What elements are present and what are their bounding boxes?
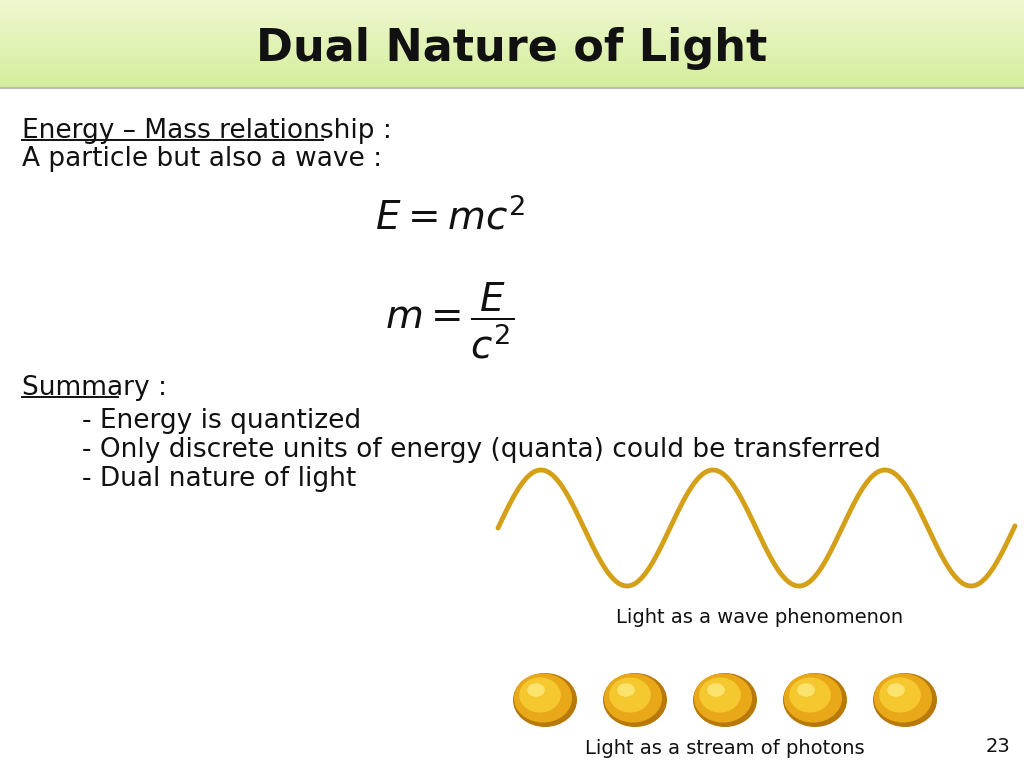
Polygon shape	[0, 13, 1024, 15]
Polygon shape	[0, 20, 1024, 21]
Polygon shape	[0, 43, 1024, 44]
Polygon shape	[0, 0, 1024, 1]
Polygon shape	[0, 5, 1024, 7]
Polygon shape	[0, 17, 1024, 18]
Ellipse shape	[514, 673, 572, 723]
Text: Dual Nature of Light: Dual Nature of Light	[256, 27, 768, 70]
Polygon shape	[0, 71, 1024, 73]
Polygon shape	[0, 77, 1024, 78]
Polygon shape	[0, 56, 1024, 58]
Ellipse shape	[693, 673, 757, 727]
Polygon shape	[0, 83, 1024, 84]
Polygon shape	[0, 22, 1024, 23]
Polygon shape	[0, 25, 1024, 26]
Polygon shape	[0, 15, 1024, 17]
Polygon shape	[0, 51, 1024, 53]
Text: Summary :: Summary :	[22, 375, 167, 401]
Polygon shape	[0, 10, 1024, 11]
Text: A particle but also a wave :: A particle but also a wave :	[22, 146, 382, 172]
Polygon shape	[0, 74, 1024, 75]
Polygon shape	[0, 26, 1024, 28]
Text: Light as a wave phenomenon: Light as a wave phenomenon	[616, 608, 903, 627]
Text: - Dual nature of light: - Dual nature of light	[82, 466, 356, 492]
Polygon shape	[0, 18, 1024, 20]
Polygon shape	[0, 58, 1024, 59]
Polygon shape	[0, 48, 1024, 50]
Polygon shape	[0, 35, 1024, 36]
Polygon shape	[0, 50, 1024, 51]
Polygon shape	[0, 84, 1024, 86]
Polygon shape	[0, 69, 1024, 71]
Polygon shape	[0, 33, 1024, 34]
Polygon shape	[0, 7, 1024, 8]
Polygon shape	[0, 46, 1024, 48]
Polygon shape	[0, 76, 1024, 77]
Polygon shape	[0, 41, 1024, 43]
Text: - Only discrete units of energy (quanta) could be transferred: - Only discrete units of energy (quanta)…	[82, 437, 881, 463]
Polygon shape	[0, 11, 1024, 12]
Polygon shape	[0, 68, 1024, 69]
Polygon shape	[0, 30, 1024, 31]
Ellipse shape	[873, 673, 932, 723]
Polygon shape	[0, 67, 1024, 68]
Ellipse shape	[603, 673, 667, 727]
Ellipse shape	[699, 677, 740, 713]
Ellipse shape	[604, 673, 663, 723]
Polygon shape	[0, 8, 1024, 10]
Ellipse shape	[519, 677, 561, 713]
Polygon shape	[0, 2, 1024, 3]
Polygon shape	[0, 21, 1024, 22]
Polygon shape	[0, 81, 1024, 83]
Ellipse shape	[694, 673, 752, 723]
Polygon shape	[0, 64, 1024, 65]
Ellipse shape	[798, 683, 815, 696]
Polygon shape	[0, 32, 1024, 33]
Polygon shape	[0, 54, 1024, 55]
Ellipse shape	[790, 677, 830, 713]
Polygon shape	[0, 34, 1024, 35]
Ellipse shape	[617, 683, 635, 696]
Polygon shape	[0, 23, 1024, 25]
Text: $E = mc^{2}$: $E = mc^{2}$	[375, 198, 525, 238]
Text: $m = \dfrac{E}{c^{2}}$: $m = \dfrac{E}{c^{2}}$	[385, 280, 515, 360]
Ellipse shape	[609, 677, 651, 713]
Ellipse shape	[527, 683, 545, 696]
Polygon shape	[0, 31, 1024, 32]
Ellipse shape	[708, 683, 725, 696]
Polygon shape	[0, 79, 1024, 81]
Polygon shape	[0, 28, 1024, 30]
Ellipse shape	[880, 677, 921, 713]
Polygon shape	[0, 65, 1024, 66]
Polygon shape	[0, 66, 1024, 67]
Polygon shape	[0, 53, 1024, 54]
Text: 23: 23	[985, 737, 1010, 756]
Text: - Energy is quantized: - Energy is quantized	[82, 408, 361, 434]
Polygon shape	[0, 40, 1024, 41]
Polygon shape	[0, 38, 1024, 40]
Polygon shape	[0, 87, 1024, 88]
Polygon shape	[0, 44, 1024, 45]
Polygon shape	[0, 78, 1024, 79]
Polygon shape	[0, 55, 1024, 56]
Polygon shape	[0, 61, 1024, 63]
Polygon shape	[0, 73, 1024, 74]
Ellipse shape	[513, 673, 577, 727]
Ellipse shape	[887, 683, 905, 696]
Polygon shape	[0, 59, 1024, 61]
Polygon shape	[0, 63, 1024, 64]
Polygon shape	[0, 12, 1024, 13]
Polygon shape	[0, 45, 1024, 46]
Polygon shape	[0, 86, 1024, 87]
Ellipse shape	[784, 673, 842, 723]
Polygon shape	[0, 3, 1024, 5]
Ellipse shape	[783, 673, 847, 727]
Polygon shape	[0, 36, 1024, 38]
Polygon shape	[0, 75, 1024, 76]
Text: Energy – Mass relationship :: Energy – Mass relationship :	[22, 118, 392, 144]
Polygon shape	[0, 1, 1024, 2]
Text: Light as a stream of photons: Light as a stream of photons	[585, 739, 865, 758]
Ellipse shape	[873, 673, 937, 727]
